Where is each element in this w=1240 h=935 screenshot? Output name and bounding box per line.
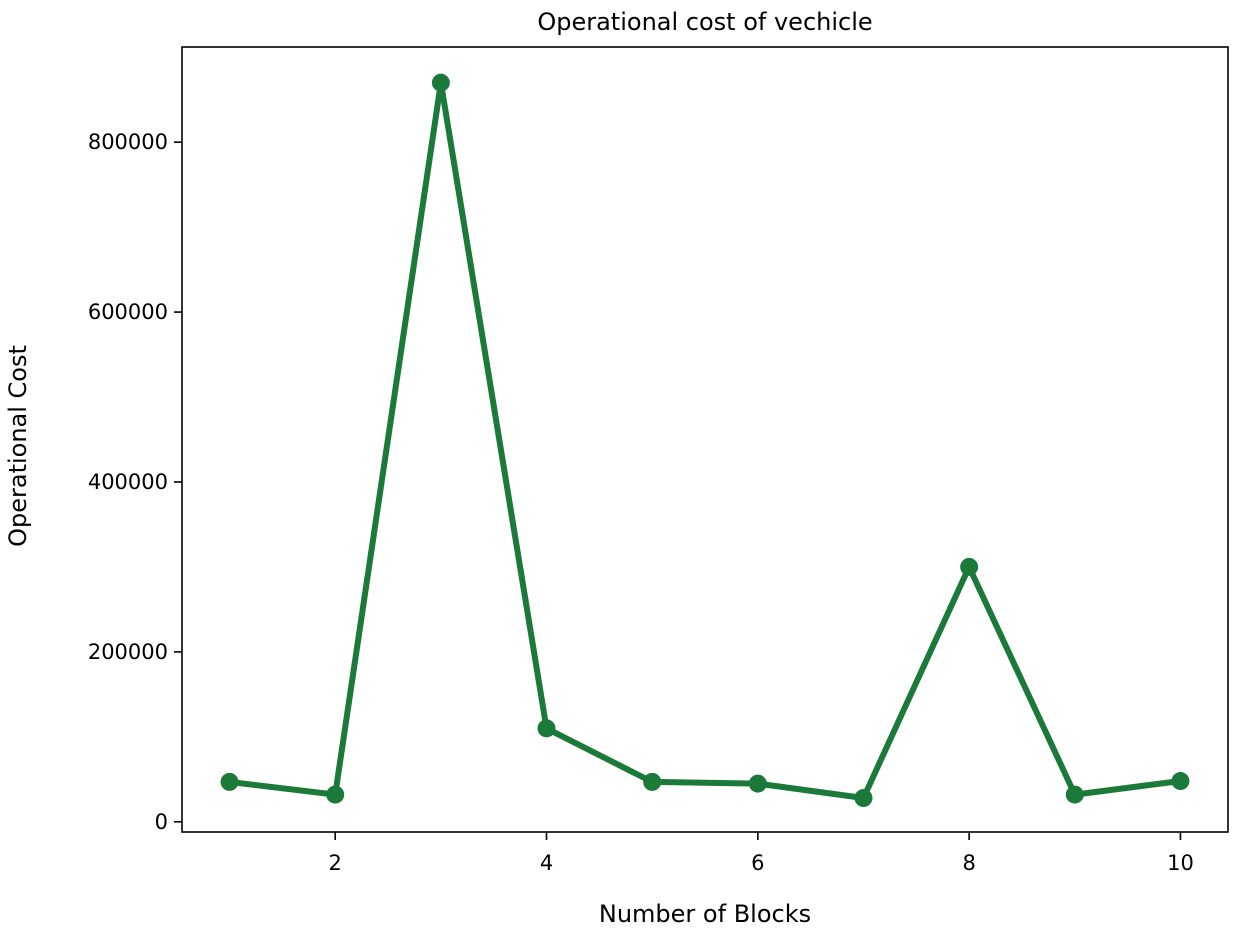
x-tick-label: 2 — [329, 851, 342, 875]
y-tick-label: 400000 — [88, 470, 168, 494]
data-point — [854, 789, 873, 808]
x-tick-label: 6 — [751, 851, 764, 875]
data-point — [220, 772, 239, 791]
data-point — [643, 772, 662, 791]
data-point — [1171, 772, 1190, 791]
x-tick-label: 4 — [540, 851, 553, 875]
chart-title: Operational cost of vechicle — [537, 8, 872, 36]
series-line — [226, 79, 1184, 801]
y-tick-label: 600000 — [88, 300, 168, 324]
data-point — [748, 774, 767, 793]
y-tick-label: 800000 — [88, 130, 168, 154]
y-axis-label: Operational Cost — [4, 345, 32, 547]
plot-frame — [181, 46, 1229, 833]
data-point — [960, 557, 979, 576]
data-point — [326, 785, 345, 804]
x-tick-label: 8 — [962, 851, 975, 875]
y-tick-label: 0 — [155, 810, 168, 834]
data-point — [537, 719, 556, 738]
data-point — [1065, 785, 1084, 804]
data-point — [431, 73, 450, 92]
x-tick-label: 10 — [1167, 851, 1194, 875]
x-axis-label: Number of Blocks — [599, 900, 811, 928]
y-tick-label: 200000 — [88, 640, 168, 664]
